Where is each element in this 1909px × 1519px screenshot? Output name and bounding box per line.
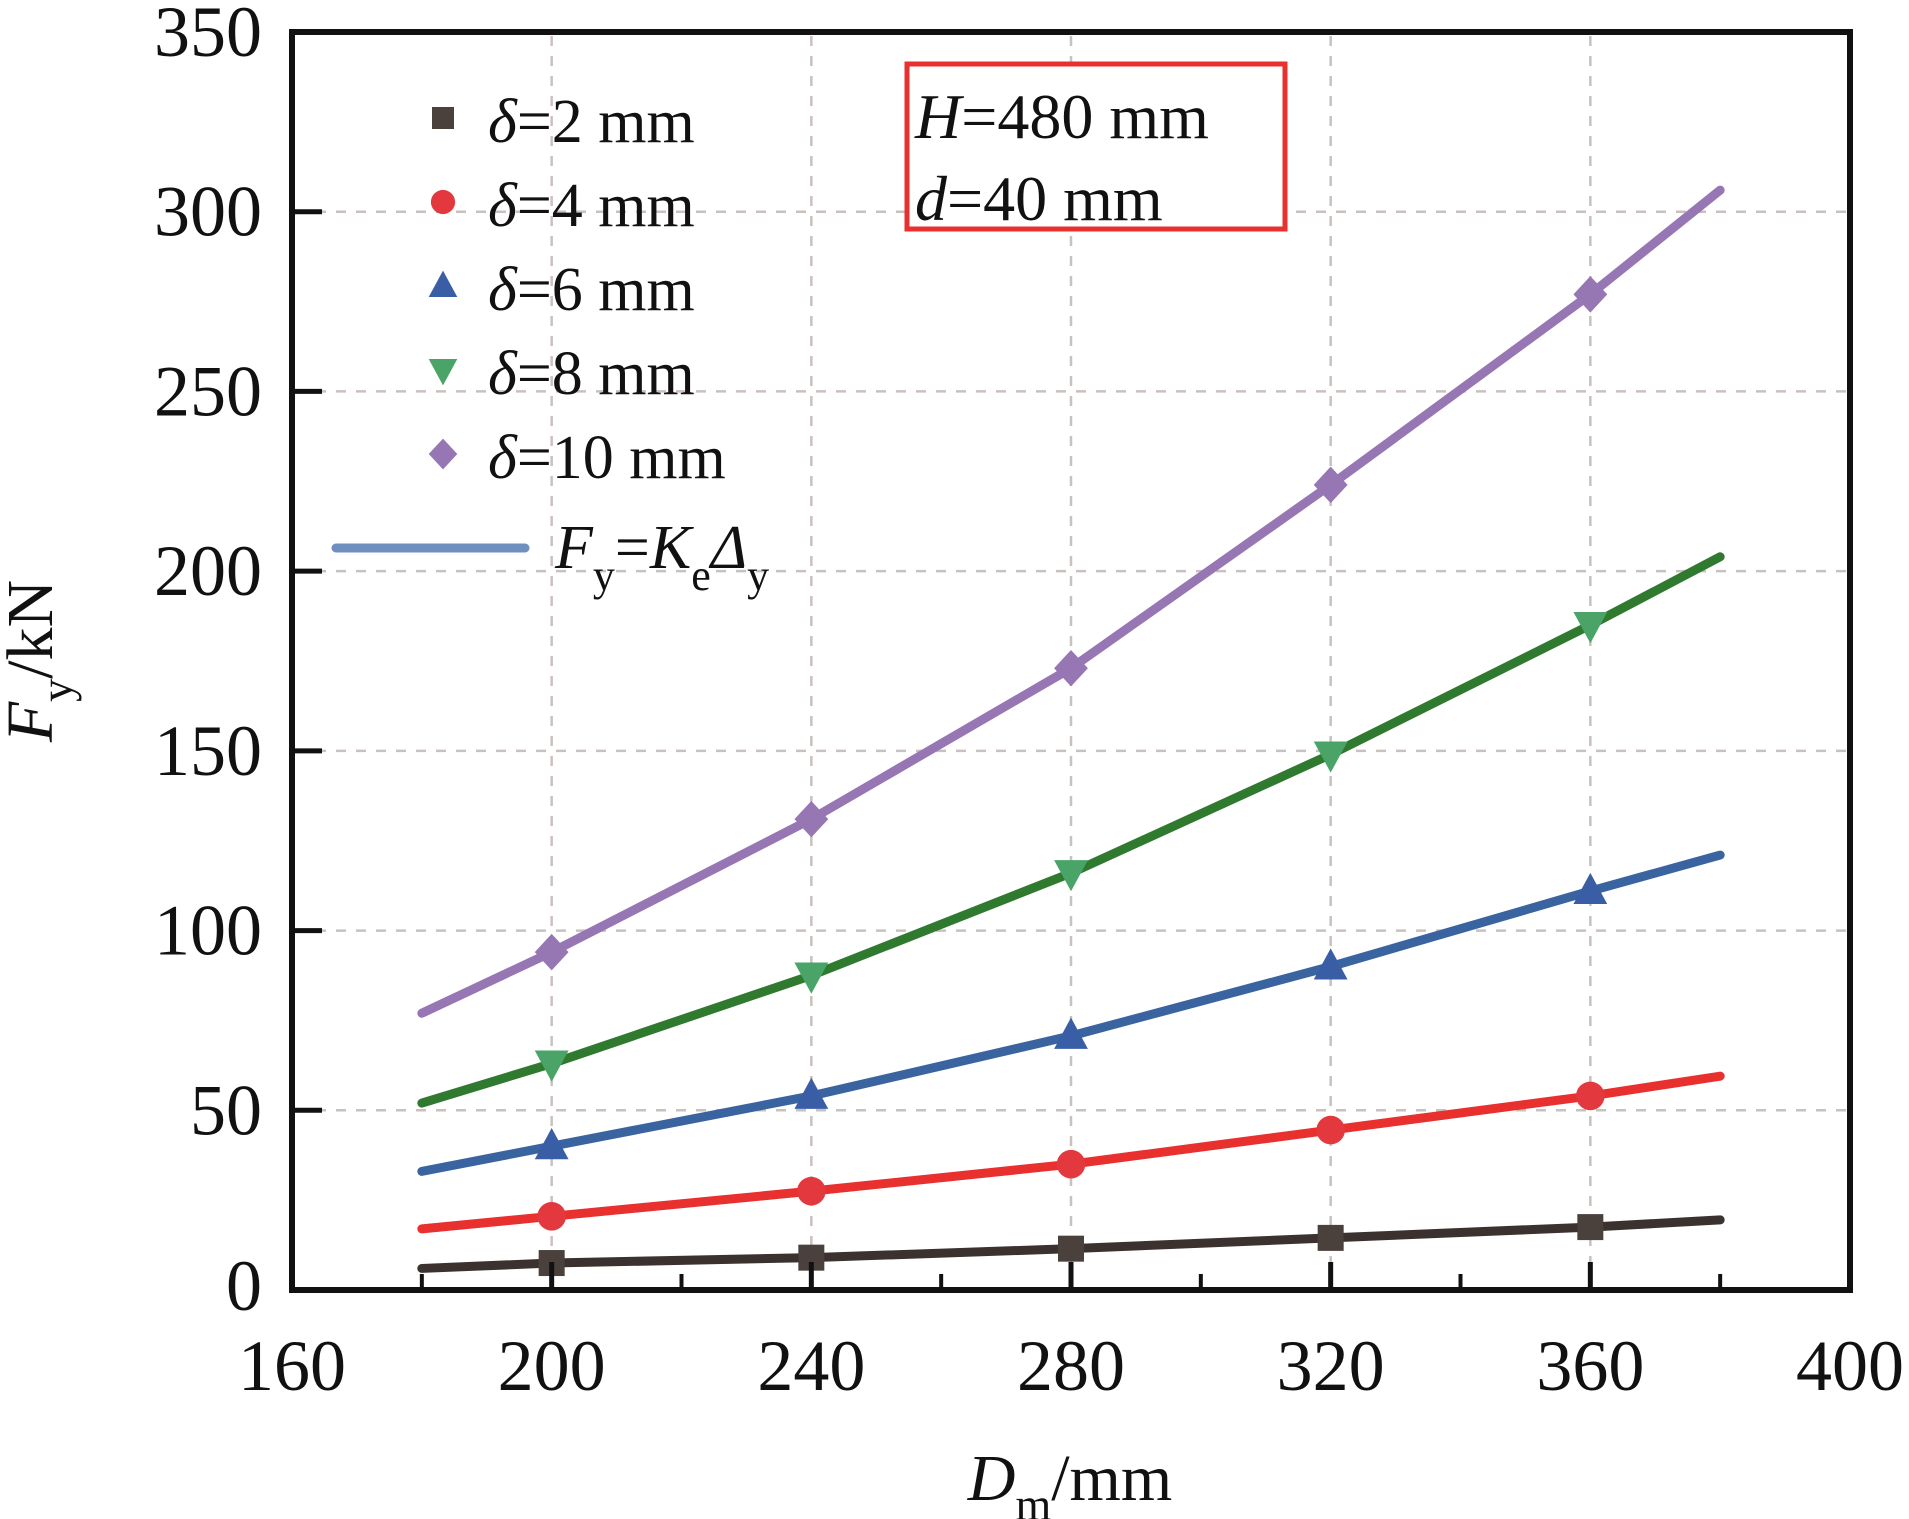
legend-marker [430, 189, 456, 215]
parameter-annotation: H=480 mm d=40 mm [904, 61, 1288, 234]
fit-legend-label: Fy=KeΔy [554, 514, 769, 600]
y-tick-label: 150 [154, 711, 262, 791]
annotation-line-d: d=40 mm [915, 163, 1163, 234]
x-tick-label: 160 [238, 1326, 346, 1406]
legend-item-d10: δ=10 mm [428, 424, 726, 492]
legend-marker [428, 438, 458, 470]
data-point [1573, 612, 1608, 644]
legend-item-d6: δ=6 mm [428, 256, 695, 324]
legend-label: δ=10 mm [488, 424, 726, 492]
data-point [797, 1176, 826, 1206]
data-point [537, 1202, 566, 1231]
y-tick-label: 250 [154, 351, 262, 431]
data-point [794, 800, 829, 838]
legend-marker [428, 270, 458, 297]
legend-label: δ=6 mm [488, 256, 695, 324]
x-tick-label: 280 [1017, 1326, 1125, 1406]
legend: δ=2 mm δ=4 mm δ=6 mm δ=8 mm δ=10 mm Fy=K… [331, 88, 769, 600]
y-axis-title: Fy/kN [0, 580, 82, 743]
ticks: 160 200 240 280 320 360 400 0 50 100 150 200 250 300 3… [154, 0, 1904, 1406]
legend-item-d2: δ=2 mm [432, 88, 695, 156]
data-point [1573, 276, 1608, 313]
data-point [1313, 741, 1348, 773]
legend-label: δ=8 mm [488, 340, 695, 408]
series-diamond [417, 185, 1725, 1018]
data-point [1058, 1235, 1084, 1262]
legend-item-d4: δ=4 mm [430, 172, 695, 240]
y-tick-label: 100 [154, 891, 262, 971]
data-point [1054, 860, 1088, 892]
data-point [794, 962, 829, 994]
data-point [534, 933, 569, 971]
x-tick-label: 360 [1536, 1326, 1644, 1406]
y-tick-label: 0 [226, 1246, 262, 1326]
legend-marker [428, 359, 458, 386]
series-triangle-down [417, 552, 1725, 1108]
data-point [1054, 1017, 1088, 1049]
x-tick-label: 200 [498, 1326, 606, 1406]
legend-item-d8: δ=8 mm [428, 340, 695, 408]
x-axis-title: Dm/mm [967, 1442, 1172, 1519]
data-point [1573, 872, 1608, 905]
legend-marker-square-icon [432, 107, 454, 129]
x-tick-label: 320 [1277, 1326, 1385, 1406]
series-triangle-up [417, 850, 1725, 1176]
annotation-line-h: H=480 mm [914, 81, 1209, 152]
legend-marker-triangle-up-icon [428, 270, 458, 297]
data-point [1054, 649, 1088, 687]
legend-label: δ=2 mm [488, 88, 695, 156]
legend-marker-circle-icon [430, 189, 456, 215]
legend-label: δ=4 mm [488, 172, 695, 240]
data-point [1316, 1115, 1345, 1145]
y-tick-label: 50 [190, 1070, 262, 1150]
legend-marker-triangle-down-icon [428, 359, 458, 386]
data-point [1313, 948, 1348, 980]
series-circle [417, 1071, 1725, 1234]
x-tick-label: 240 [757, 1326, 865, 1406]
y-tick-label: 350 [154, 0, 262, 72]
legend-item-fit: Fy=KeΔy [331, 514, 769, 600]
data-point [794, 1077, 829, 1109]
legend-marker [432, 107, 454, 129]
y-tick-label: 300 [154, 172, 262, 252]
annotation-box [904, 61, 1288, 232]
legend-marker-diamond-icon [428, 438, 458, 470]
x-tick-label: 400 [1796, 1326, 1904, 1406]
data-point [534, 1050, 569, 1082]
data-point [1317, 1224, 1344, 1251]
data-point [1576, 1081, 1605, 1111]
data-point [534, 1128, 569, 1160]
data-point [1577, 1214, 1604, 1241]
data-point [1313, 466, 1348, 504]
data-point [1056, 1149, 1086, 1179]
y-tick-label: 200 [154, 531, 262, 611]
